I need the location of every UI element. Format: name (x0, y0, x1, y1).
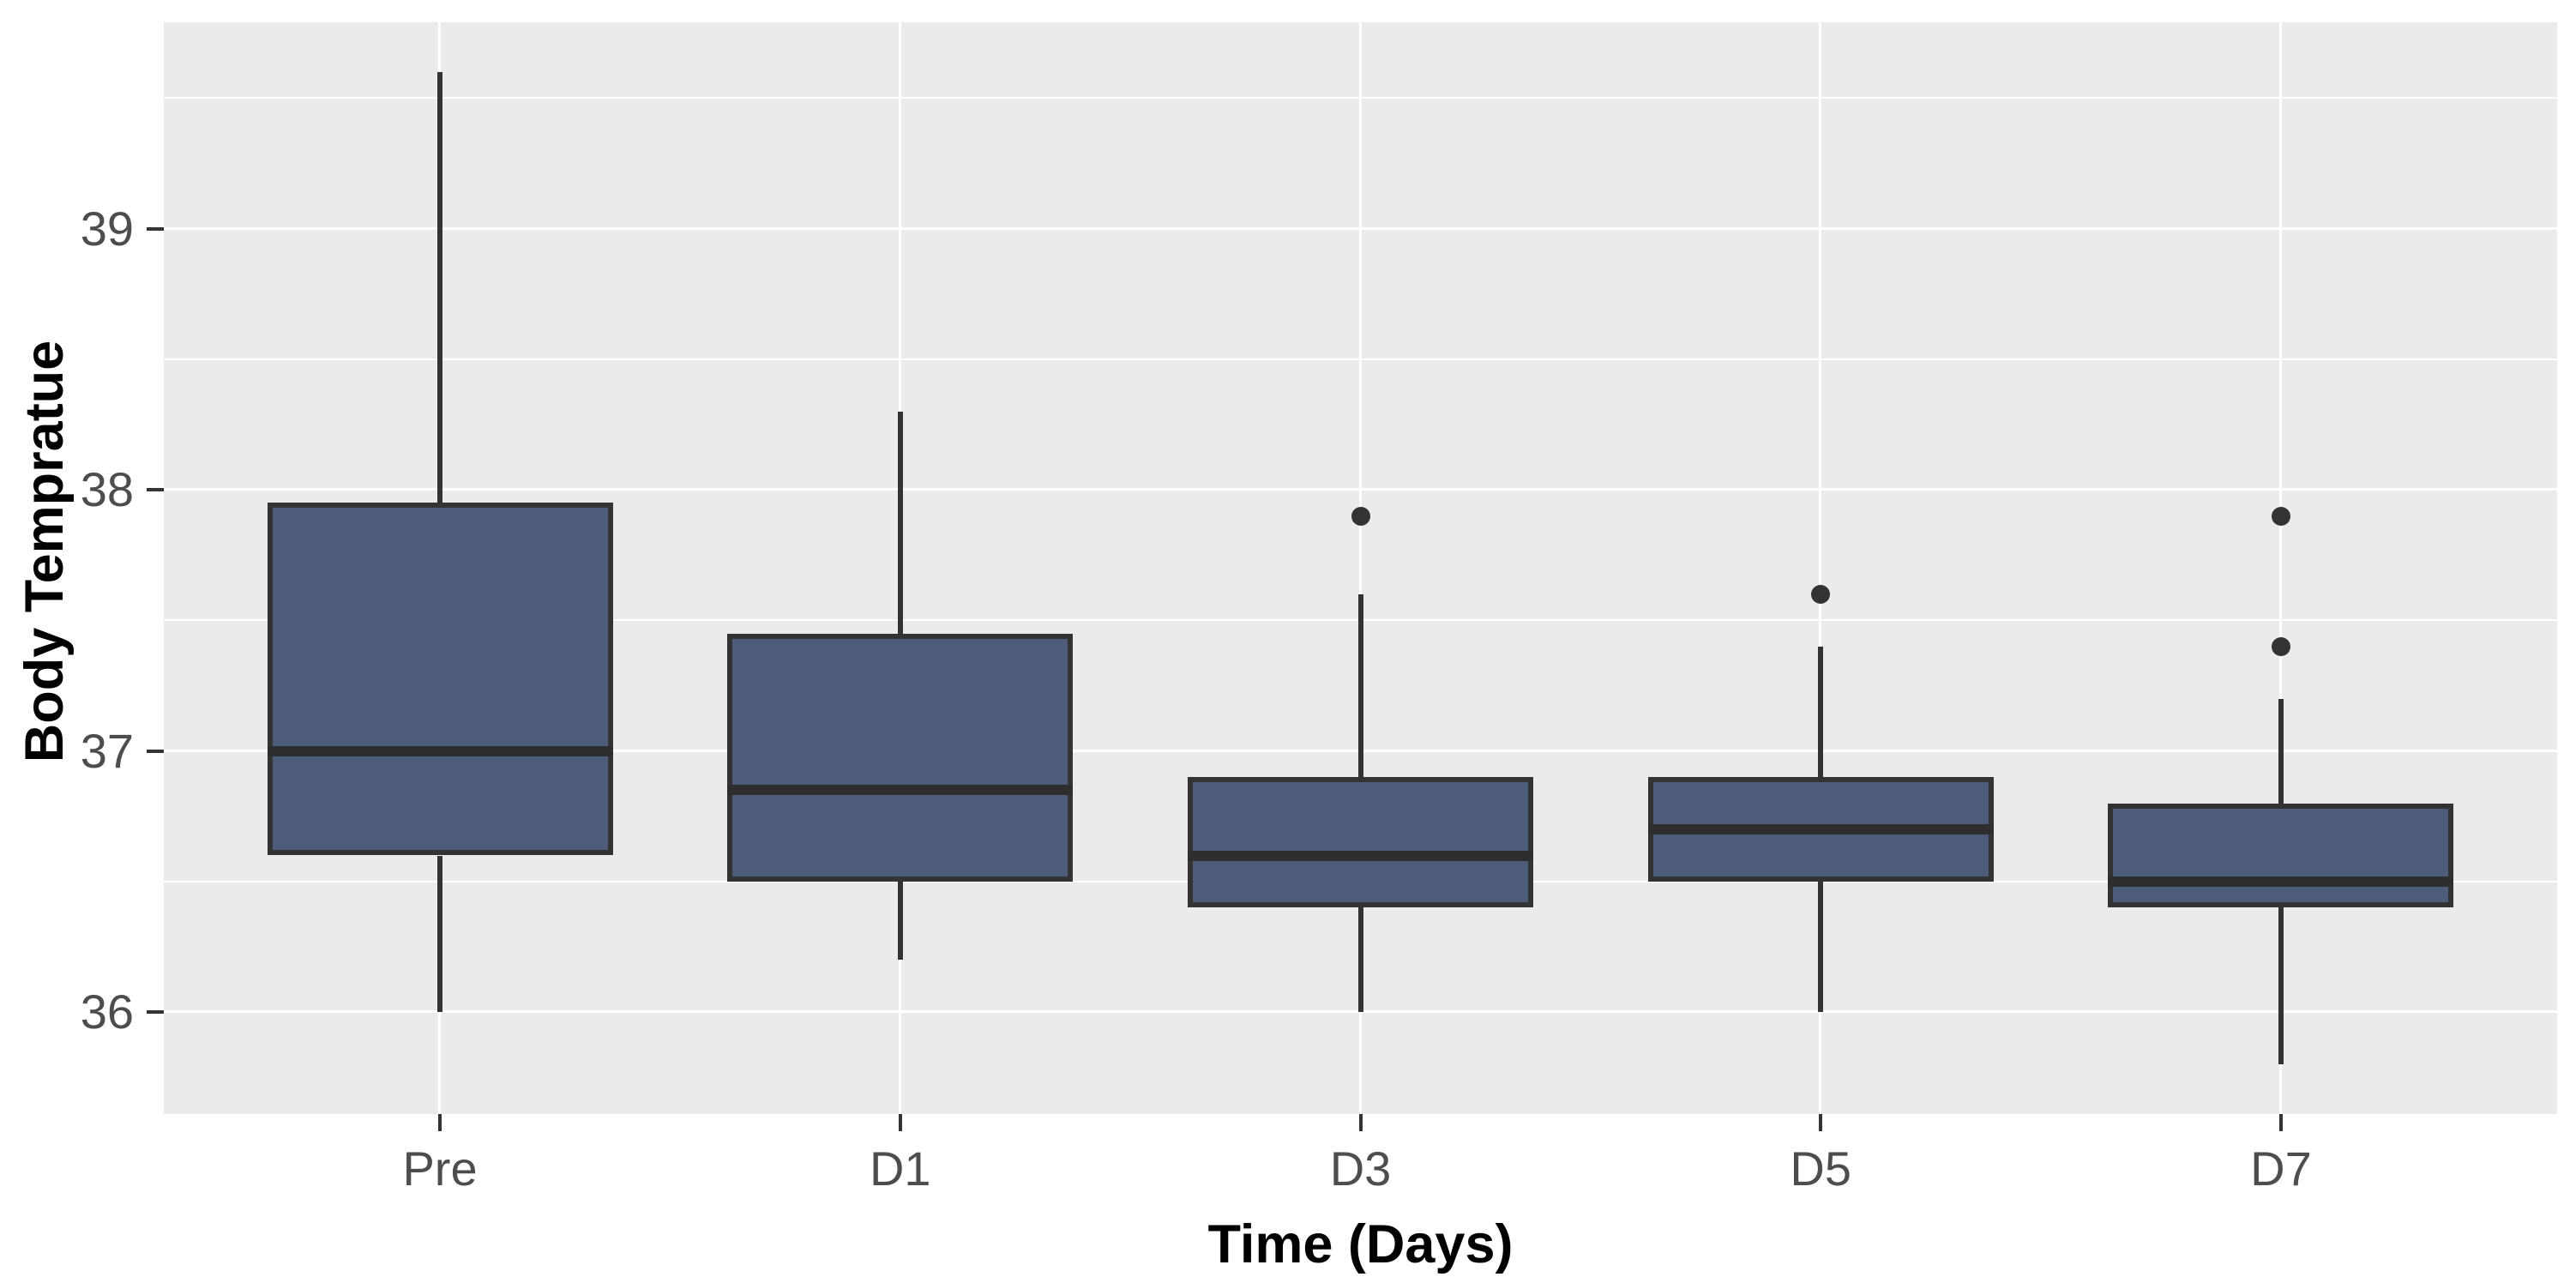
x-tick-label: Pre (402, 1141, 478, 1196)
x-tick-mark (438, 1114, 442, 1131)
x-tick-label: D3 (1329, 1141, 1392, 1196)
median-line (1188, 850, 1533, 861)
outlier-dot (1351, 506, 1370, 526)
x-tick-mark (1358, 1114, 1363, 1131)
y-tick-label: 36 (80, 985, 134, 1039)
upper-whisker (1818, 646, 1824, 778)
upper-whisker (1357, 593, 1363, 778)
box-d7 (2108, 803, 2454, 908)
median-line (2108, 876, 2454, 887)
x-tick-mark (2278, 1114, 2283, 1131)
gridline-vertical-major (1358, 22, 1362, 1114)
median-line (727, 785, 1074, 796)
upper-whisker (2278, 698, 2284, 804)
x-tick-mark (1819, 1114, 1823, 1131)
outlier-dot (2271, 636, 2290, 656)
y-tick-label: 39 (80, 201, 134, 256)
lower-whisker (897, 881, 903, 961)
lower-whisker (1818, 881, 1824, 1013)
y-tick-label: 38 (80, 462, 134, 517)
lower-whisker (1357, 907, 1363, 1013)
lower-whisker (2278, 907, 2284, 1065)
outlier-dot (1811, 584, 1831, 604)
y-tick-mark (147, 226, 164, 231)
y-tick-mark (147, 1010, 164, 1015)
x-tick-label: D1 (869, 1141, 931, 1196)
median-line (267, 745, 613, 756)
upper-whisker (897, 411, 903, 634)
box-d3 (1188, 777, 1533, 908)
upper-whisker (437, 71, 443, 503)
outlier-dot (2271, 506, 2290, 526)
gridline-vertical-major (2278, 22, 2282, 1114)
y-tick-mark (147, 488, 164, 492)
y-axis-title: Body Tempratue (15, 340, 75, 762)
median-line (1647, 824, 1994, 835)
x-tick-mark (898, 1114, 902, 1131)
y-tick-label: 37 (80, 723, 134, 778)
x-tick-label: D7 (2250, 1141, 2312, 1196)
x-axis-title: Time (Days) (1207, 1214, 1514, 1274)
box-d1 (727, 633, 1074, 882)
x-tick-label: D5 (1790, 1141, 1852, 1196)
gridline-vertical-major (1819, 22, 1822, 1114)
y-tick-mark (147, 749, 164, 753)
box-pre (267, 503, 613, 856)
lower-whisker (437, 855, 443, 1013)
